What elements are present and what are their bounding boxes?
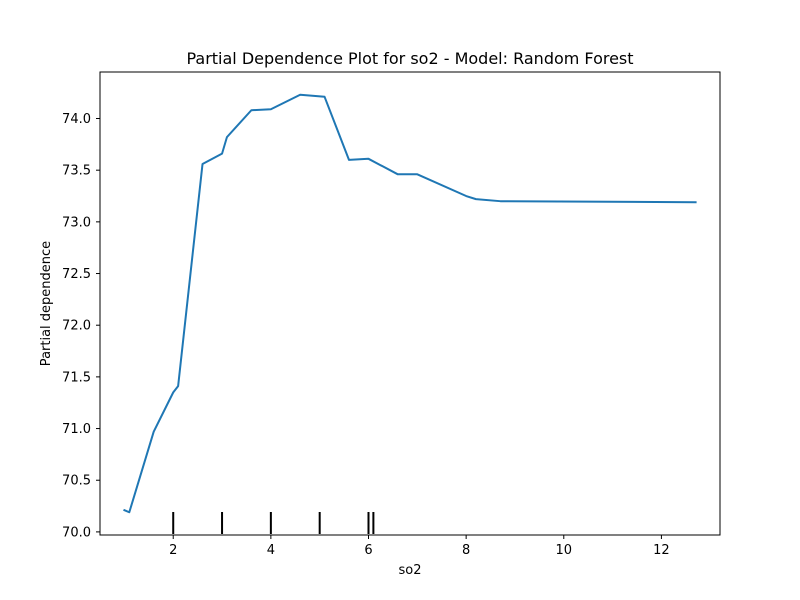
y-tick-label: 72.5 — [62, 267, 91, 282]
y-tick-label: 73.0 — [62, 215, 91, 230]
x-tick-label: 10 — [556, 543, 573, 558]
x-tick-label: 6 — [364, 543, 372, 558]
y-tick-label: 74.0 — [62, 112, 91, 127]
y-tick-label: 70.5 — [62, 474, 91, 489]
x-axis-ticks: 2 4 6 8 10 12 — [169, 535, 670, 558]
data-layer — [123, 93, 697, 534]
series-line-0 — [123, 93, 697, 514]
x-tick-label: 2 — [169, 543, 177, 558]
y-tick-label: 71.5 — [62, 370, 91, 385]
y-axis-ticks: 70.0 70.5 71.0 71.5 72.0 72.5 73.0 73.5 74.0 — [62, 112, 100, 540]
x-tick-label: 8 — [462, 543, 470, 558]
x-axis-label: so2 — [399, 563, 422, 578]
axes-frame — [99, 71, 721, 536]
chart-title: Partial Dependence Plot for so2 - Model:… — [186, 49, 633, 68]
x-tick-label: 12 — [653, 543, 670, 558]
plot-area: 2 4 6 8 10 12 70.0 70.5 71.0 71.5 72.0 72.5 73.0 73.… — [62, 71, 721, 558]
y-tick-label: 73.5 — [62, 164, 91, 179]
x-tick-label: 4 — [267, 543, 275, 558]
y-tick-label: 71.0 — [62, 422, 91, 437]
y-tick-label: 72.0 — [62, 319, 91, 334]
y-tick-label: 70.0 — [62, 525, 91, 540]
y-axis-label: Partial dependence — [39, 241, 54, 366]
